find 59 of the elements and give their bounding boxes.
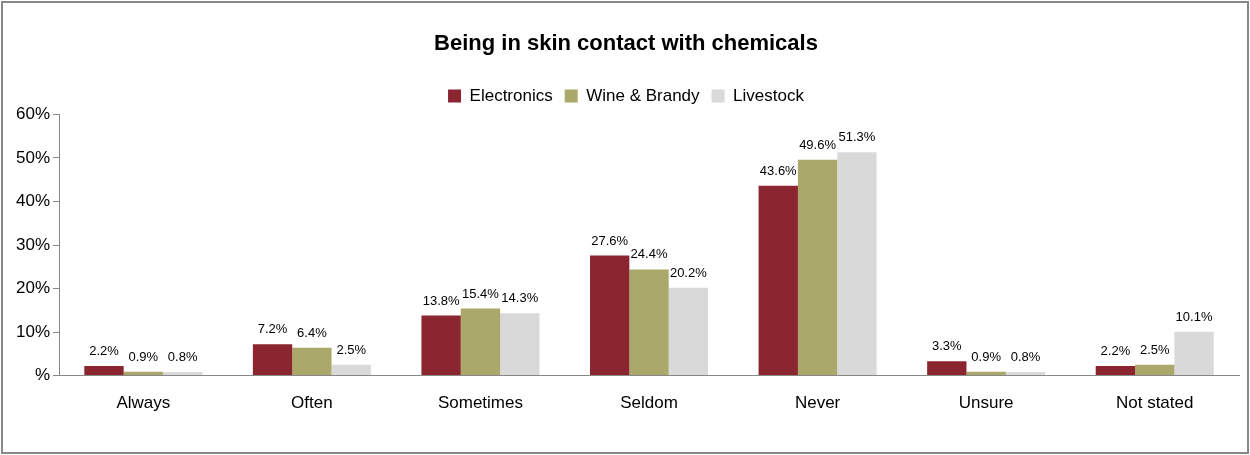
data-label: 15.4% [462, 285, 500, 301]
legend-label: Livestock [733, 85, 805, 105]
data-label: 2.2% [89, 343, 120, 359]
data-label: 0.9% [128, 348, 159, 364]
data-label: 49.6% [799, 136, 837, 152]
data-label: 7.2% [257, 321, 288, 337]
y-tick-label: 30% [15, 234, 51, 254]
y-tick-label: 20% [15, 278, 51, 298]
x-tick-label: Always [116, 393, 171, 413]
x-tick-label: Seldom [620, 393, 678, 413]
bar [331, 364, 371, 376]
chart-title: Being in skin contact with chemicals [434, 30, 818, 56]
legend-label: Electronics [469, 85, 553, 105]
bar [966, 371, 1006, 376]
data-label: 0.8% [1010, 349, 1041, 365]
x-tick-label: Often [291, 393, 333, 413]
x-tick-label: Unsure [958, 393, 1014, 413]
data-label: 20.2% [669, 264, 708, 280]
x-tick-label: Not stated [1115, 393, 1194, 413]
data-label: 14.3% [501, 290, 539, 306]
bar [1174, 331, 1214, 376]
data-label: 0.9% [971, 348, 1002, 364]
bar [927, 361, 967, 376]
bar [500, 313, 540, 376]
data-label: 10.1% [1175, 308, 1213, 324]
bar [292, 347, 332, 376]
y-tick-label: 50% [15, 147, 51, 167]
bar [629, 269, 669, 376]
bar [1095, 366, 1136, 376]
data-label: 3.3% [932, 338, 963, 354]
data-label: 51.3% [838, 129, 876, 145]
data-label: 43.6% [759, 162, 798, 178]
bar [797, 159, 838, 376]
legend-label: Wine & Brandy [586, 85, 701, 105]
bar [758, 185, 798, 376]
bar [590, 255, 630, 376]
data-label: 27.6% [591, 232, 629, 248]
data-label: 13.8% [422, 292, 460, 308]
bar [837, 152, 877, 376]
bar [252, 344, 293, 376]
data-label: 0.8% [167, 349, 198, 365]
bar [1135, 364, 1175, 376]
y-tick-label: 10% [15, 321, 51, 341]
x-tick-label: Sometimes [437, 393, 523, 413]
data-label: 2.5% [1139, 341, 1170, 357]
bar [421, 315, 461, 376]
bar [162, 372, 203, 376]
data-label: 6.4% [297, 324, 328, 340]
y-tick-label: % [34, 365, 51, 385]
bar [460, 308, 501, 376]
x-tick-label: Never [794, 393, 841, 413]
data-label: 2.5% [336, 341, 367, 357]
data-label: 24.4% [630, 246, 668, 262]
bar [1005, 372, 1046, 376]
y-tick-label: 60% [15, 104, 51, 124]
bar [668, 287, 709, 376]
bar [84, 366, 124, 376]
data-label: 2.2% [1100, 343, 1131, 359]
y-tick-label: 40% [15, 191, 51, 211]
